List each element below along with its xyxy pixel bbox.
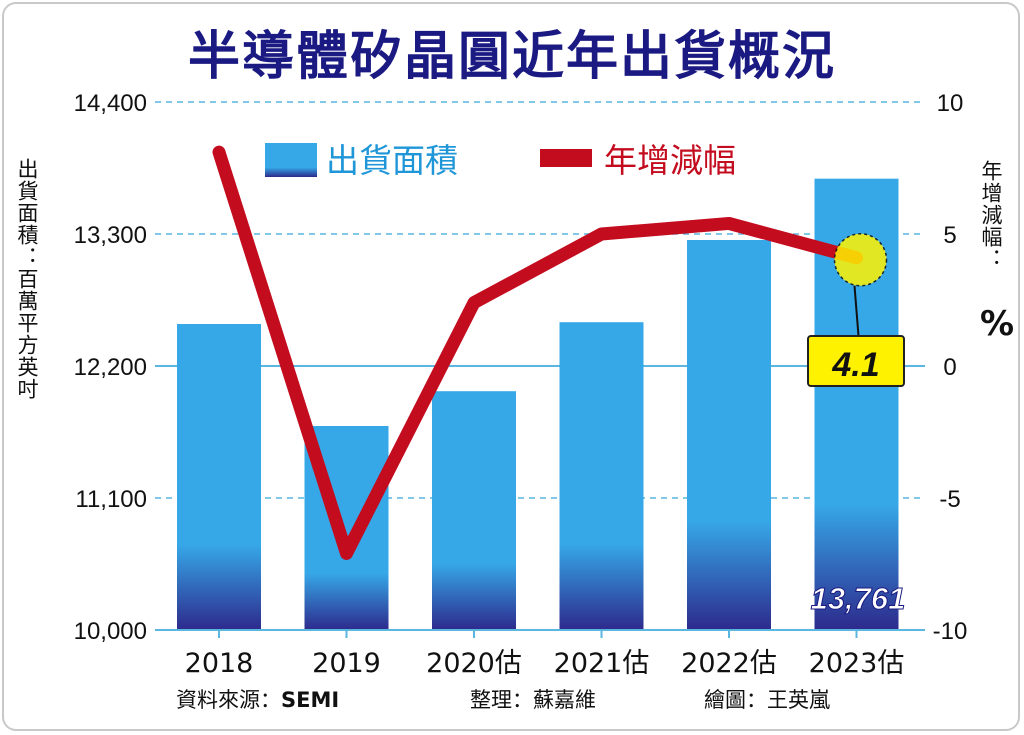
chart-title: 半導體矽晶圓近年出貨概況 <box>187 27 836 87</box>
callout-box <box>807 335 905 387</box>
legend-bar-swatch <box>265 143 317 177</box>
x-tick-label: 2022估 <box>681 648 777 679</box>
y-axis-right-unit: % <box>980 304 1015 344</box>
y-axis-right-label: 年增減幅： <box>979 160 1003 270</box>
callout-pointer <box>853 285 860 337</box>
y-right-tick-label: -10 <box>933 618 968 645</box>
x-tick-label: 2019 <box>312 648 381 679</box>
line-point <box>472 300 476 305</box>
bar <box>432 391 516 630</box>
y-axis-left-label: 出貨面積：百萬平方英吋 <box>15 158 39 400</box>
bar <box>559 322 644 630</box>
editor-credit: 整理：蘇嘉維 <box>470 688 596 712</box>
y-left-tick-label: 11,100 <box>75 486 147 513</box>
y-right-tick-label: 0 <box>943 354 956 381</box>
highlight-circle <box>833 233 888 287</box>
bar <box>687 240 771 630</box>
y-left-tick-label: 12,200 <box>74 354 147 381</box>
x-tick-label: 2021估 <box>554 648 650 679</box>
x-tick-label: 2023估 <box>809 648 905 679</box>
y-right-tick-label: 5 <box>943 222 956 249</box>
source-value: SEMI <box>281 688 340 712</box>
y-right-tick-label: 10 <box>937 90 964 117</box>
legend-line-label: 年增減幅 <box>604 141 736 180</box>
legend-bar-label: 出貨面積 <box>326 141 458 180</box>
x-tick-label: 2018 <box>185 648 254 679</box>
growth-line <box>212 145 863 560</box>
y-left-tick-label: 13,300 <box>74 222 147 249</box>
line-point <box>727 221 731 226</box>
callout-value: 4.1 <box>831 346 879 384</box>
legend-line-swatch <box>540 149 592 167</box>
line-point <box>217 150 221 155</box>
bar <box>177 324 261 630</box>
y-right-tick-label: -5 <box>939 486 960 513</box>
y-left-tick-label: 10,000 <box>74 618 147 645</box>
source-label: 資料來源： <box>176 688 281 712</box>
last-bar-value-label: 13,761 <box>811 581 906 616</box>
x-tick-label: 2020估 <box>426 648 522 679</box>
line-point <box>599 232 604 236</box>
illustrator-credit: 繪圖：王英嵐 <box>704 688 830 712</box>
source-credit: 資料來源：SEMI <box>176 684 339 714</box>
line-point <box>344 551 349 556</box>
y-left-tick-label: 14,400 <box>74 90 147 117</box>
